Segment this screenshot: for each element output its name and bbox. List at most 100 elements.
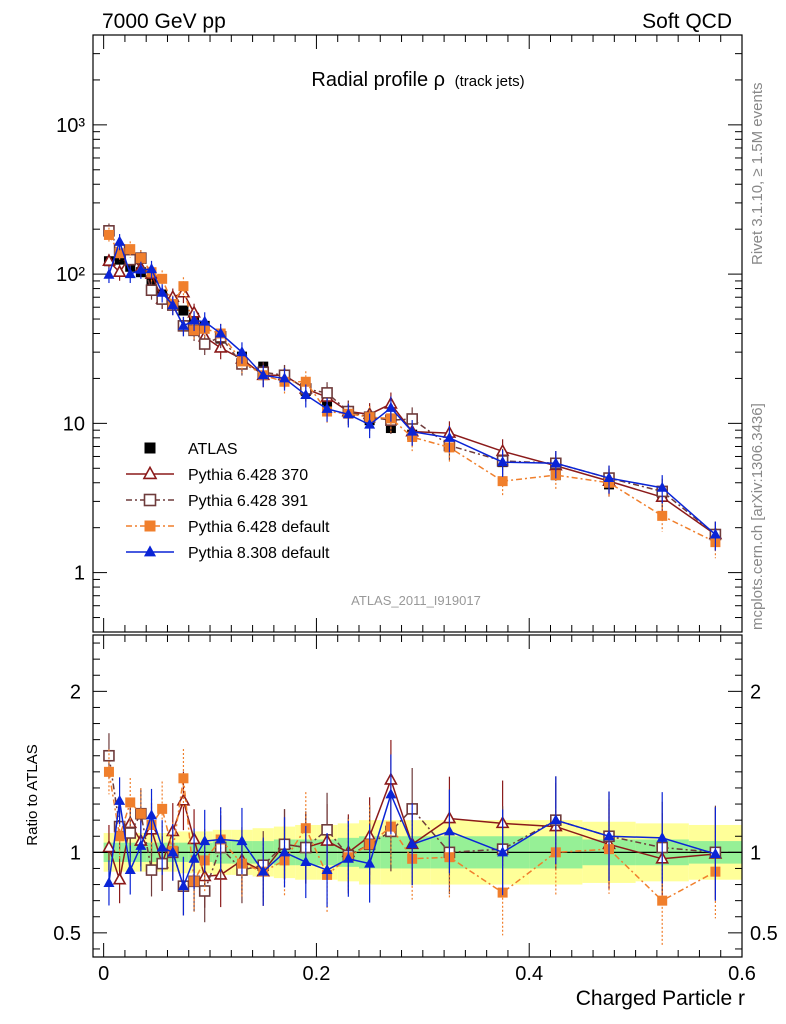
header-left: 7000 GeV pp [102,10,226,33]
data-point [103,229,114,240]
data-point [188,314,200,325]
data-point [176,285,191,298]
ratio-point [177,880,189,891]
data-point [279,372,291,383]
data-point [114,248,125,259]
legend-marker [144,520,156,532]
data-point [321,402,333,413]
ratio-point [709,847,721,858]
data-point [124,268,136,279]
title-text: Radial profile ρ [311,69,445,91]
ratio-series-line [108,792,716,889]
main-title: Radial profile ρ (track jets) [311,69,524,91]
data-point [178,281,189,292]
ratio-point [550,814,562,825]
legend-label: ATLAS [188,441,238,458]
ratio-point [300,856,312,867]
ratio-point [443,825,455,836]
legend-marker [144,442,156,454]
rivet-label: Rivet 3.1.10, ≥ 1.5M events [749,83,766,266]
ratio-point [103,766,114,777]
data-point [236,346,248,357]
ratio-point [125,797,136,808]
y-tick-label: 10² [56,264,85,286]
x-tick-label: 0 [98,963,109,985]
data-point [385,401,397,412]
data-point [177,319,189,330]
ratio-y-tick-label-right: 1 [750,842,761,864]
ratio-point [321,864,333,875]
data-point [167,299,179,310]
data-point [321,387,333,399]
data-point [178,305,189,316]
data-point [364,418,376,429]
ratio-point [156,841,168,852]
ratio-point [364,857,376,868]
data-point [102,253,116,267]
ratio-panel: 0.5 0.5 1 1 2 2 0 0.2 0.4 0.6 [53,634,778,985]
ratio-point [103,876,115,887]
ratio-point [657,895,668,906]
data-point [199,315,211,326]
data-point [406,425,418,436]
legend-label: Pythia 6.428 370 [188,467,308,484]
data-point [135,253,146,264]
legend-marker [142,465,158,480]
data-point [443,431,455,442]
ratio-point [124,864,136,875]
legend-label: Pythia 6.428 391 [188,493,308,510]
ratio-series-line [108,777,716,883]
mcplots-label: mcplots.cern.ch [arXiv:1306.3436] [749,403,766,630]
ratio-y-tick-label-right: 2 [750,681,761,703]
ratio-point [114,831,125,842]
x-tick-label: 0.2 [303,963,331,985]
ratio-point [145,864,158,876]
title-suffix: (track jets) [455,73,525,90]
legend-marker [143,493,157,507]
ratio-point [603,830,615,841]
ratio-point [135,808,146,819]
ratio-point [135,839,147,850]
ratio-y-tick-label: 0.5 [53,923,81,945]
ratio-y-tick-label: 1 [70,842,81,864]
data-point [300,376,311,387]
ratio-point [112,872,127,885]
ratio-point [279,846,291,857]
legend-label: Pythia 6.428 default [188,519,330,536]
ratio-point [167,846,179,857]
data-point [112,264,127,277]
x-tick-label: 0.4 [515,963,543,985]
data-point [497,476,508,487]
svg-text:Radial profile ρ (track: Radial profile ρ (track jets) [311,69,524,91]
main-data [102,223,723,559]
data-point [550,457,562,468]
ratio-series-line [108,771,716,902]
ratio-point [236,835,248,846]
series-line [108,230,716,536]
legend-label: Pythia 8.308 default [188,545,330,562]
data-point [603,472,615,483]
ratio-point [188,852,200,863]
legend-marker [143,545,157,557]
xlabel: Charged Particle r [576,987,745,1010]
ratio-point [146,809,158,820]
ratio-point [157,803,168,814]
header-right: Soft QCD [642,10,732,33]
data-point [145,284,158,297]
ratio-point [178,773,189,784]
x-tick-label: 0.6 [728,963,756,985]
ratio-point [406,838,418,849]
data-point [125,244,136,255]
ratio-point [385,788,397,799]
data-point [342,408,354,419]
ratio-point [199,835,211,846]
ratio-data [93,733,742,947]
data-point [198,338,211,350]
data-point [135,263,147,274]
ratio-frame [92,634,743,958]
data-point [103,268,115,279]
data-point [709,528,721,539]
data-point [300,388,312,399]
data-point [657,510,668,521]
